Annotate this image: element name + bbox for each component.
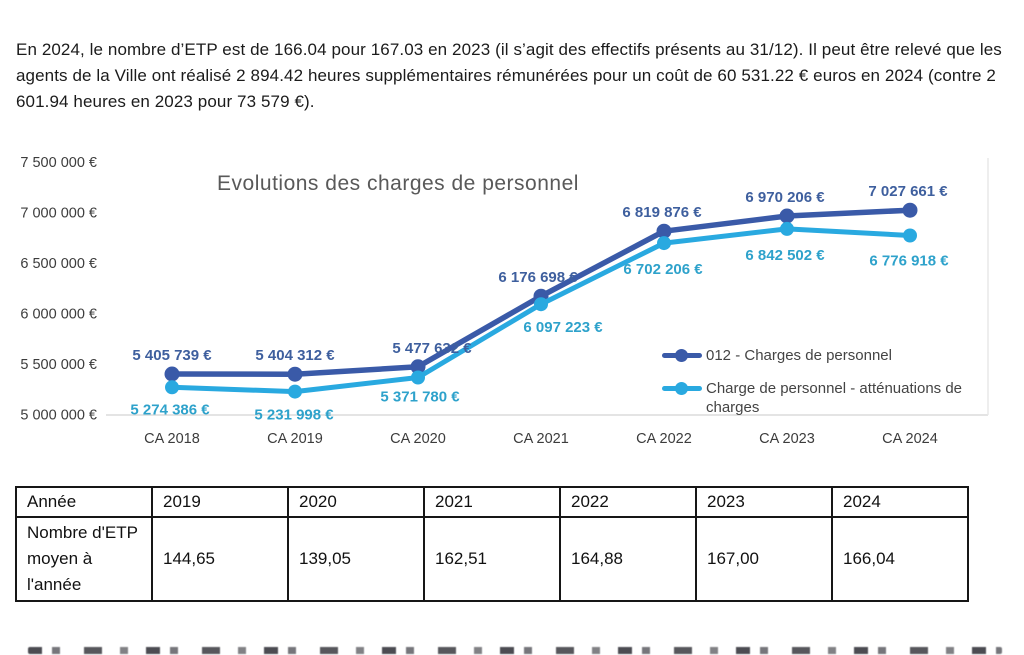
table-header-year: 2020	[287, 486, 425, 518]
etp-table-container: Année 2019 2020 2021 2022 2023 2024 Nombre d'ET…	[15, 486, 969, 602]
table-cell-etp-value: 166,04	[831, 516, 969, 602]
data-label-1: 6 702 206 €	[623, 261, 703, 278]
data-point-0	[410, 359, 426, 375]
data-label-0: 6 176 698 €	[498, 269, 578, 286]
legend-line-marker-dark	[662, 348, 702, 362]
y-axis-tick: 5 500 000 €	[20, 357, 97, 373]
cutoff-text-remnant	[28, 647, 1002, 654]
x-axis-tick: CA 2023	[759, 431, 815, 447]
y-axis-tick: 6 500 000 €	[20, 256, 97, 272]
y-axis-tick: 5 000 000 €	[20, 408, 97, 424]
x-axis-tick: CA 2018	[144, 431, 200, 447]
data-point-0	[164, 366, 180, 382]
data-label-1: 6 776 918 €	[869, 253, 949, 270]
data-point-0	[287, 366, 303, 382]
table-header-row: Année 2019 2020 2021 2022 2023 2024	[15, 486, 969, 518]
table-header-year: 2024	[831, 486, 969, 518]
data-label-0: 5 477 632 €	[392, 340, 472, 357]
data-point-1	[780, 221, 794, 236]
x-axis-tick: CA 2021	[513, 431, 569, 447]
data-label-1: 5 231 998 €	[254, 407, 334, 424]
x-axis-tick: CA 2024	[882, 431, 938, 447]
data-label-0: 6 970 206 €	[745, 189, 825, 206]
table-cell-etp-value: 139,05	[287, 516, 425, 602]
table-header-annee: Année	[15, 486, 153, 518]
y-axis-tick: 6 000 000 €	[20, 307, 97, 323]
y-axis-tick: 7 500 000 €	[20, 155, 97, 171]
data-label-1: 6 097 223 €	[523, 319, 603, 336]
x-axis-tick: CA 2022	[636, 431, 692, 447]
data-label-0: 7 027 661 €	[868, 183, 948, 200]
legend-label-attenuations: Charge de personnel - atténuations de ch…	[706, 380, 963, 416]
chart-title: Evolutions des charges de personnel	[217, 172, 579, 195]
table-cell-etp-value: 164,88	[559, 516, 697, 602]
data-point-0	[902, 202, 918, 218]
etp-table: Année 2019 2020 2021 2022 2023 2024 Nombre d'ET…	[15, 486, 969, 602]
data-label-1: 6 842 502 €	[745, 247, 825, 264]
legend-dot-light	[675, 381, 688, 395]
data-point-1	[534, 297, 548, 312]
intro-paragraph: En 2024, le nombre d’ETP est de 166.04 p…	[16, 40, 1002, 111]
legend-dot-dark	[675, 348, 688, 362]
table-header-year: 2023	[695, 486, 833, 518]
data-point-0	[656, 223, 672, 239]
x-axis-tick: CA 2020	[390, 431, 446, 447]
table-header-year: 2021	[423, 486, 561, 518]
data-label-0: 6 819 876 €	[622, 204, 702, 221]
legend-label-charges: 012 - Charges de personnel	[706, 347, 892, 364]
legend-item-charges: 012 - Charges de personnel	[662, 346, 992, 365]
table-cell-etp-value: 167,00	[695, 516, 833, 602]
data-label-1: 5 274 386 €	[130, 401, 210, 418]
data-point-1	[657, 236, 671, 251]
data-point-1	[411, 370, 425, 385]
chart-canvas: Evolutions des charges de personnel 7 500…	[20, 155, 989, 447]
chart-legend: 012 - Charges de personnel Charge de per…	[662, 346, 992, 431]
table-row: Nombre d'ETP moyen à l'année 144,65 139,05…	[15, 516, 969, 602]
data-label-0: 5 404 312 €	[255, 347, 335, 364]
data-point-1	[165, 380, 179, 395]
data-point-0	[779, 208, 795, 224]
data-point-1	[903, 228, 917, 243]
legend-line-marker-light	[662, 381, 702, 395]
data-point-1	[288, 384, 302, 399]
x-axis-tick: CA 2019	[267, 431, 323, 447]
table-row-label: Nombre d'ETP moyen à l'année	[15, 516, 153, 602]
table-header-year: 2019	[151, 486, 289, 518]
data-label-1: 5 371 780 €	[380, 389, 460, 406]
table-header-year: 2022	[559, 486, 697, 518]
data-label-0: 5 405 739 €	[132, 347, 212, 364]
table-cell-etp-value: 162,51	[423, 516, 561, 602]
table-cell-etp-value: 144,65	[151, 516, 289, 602]
personnel-chart: Evolutions des charges de personnel 7 500…	[0, 140, 1024, 460]
y-axis-tick: 7 000 000 €	[20, 206, 97, 222]
legend-item-attenuations: Charge de personnel - atténuations de ch…	[662, 379, 992, 417]
